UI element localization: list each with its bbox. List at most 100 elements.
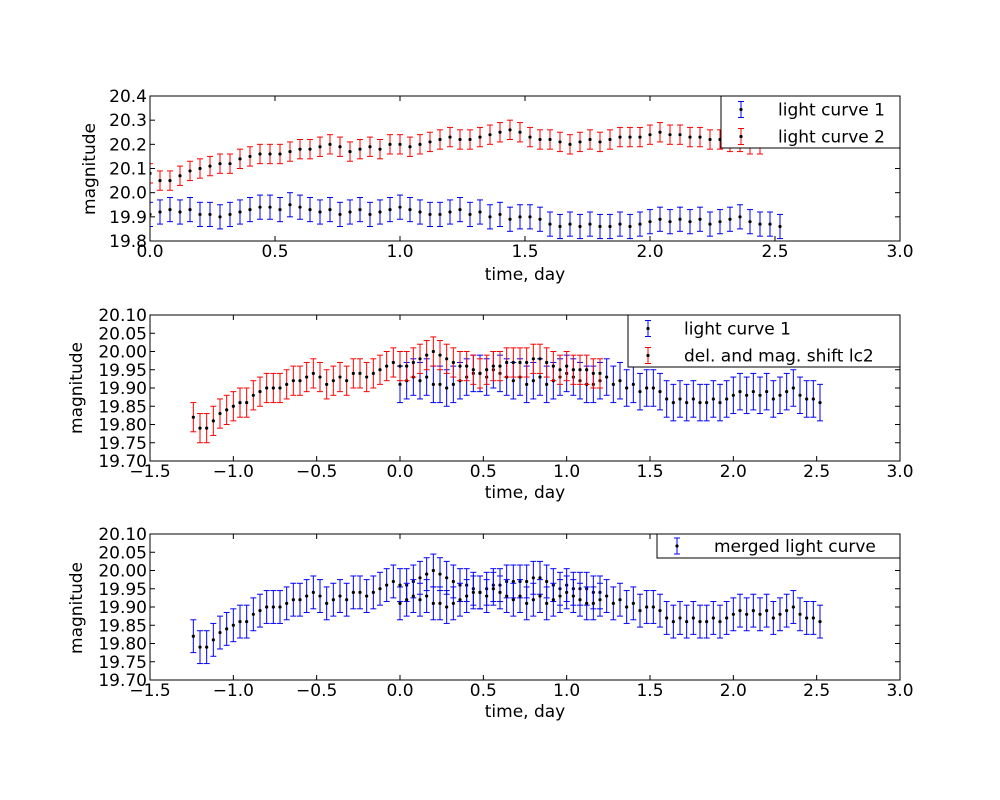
data-point — [631, 601, 635, 605]
data-point — [258, 390, 262, 394]
series-2 — [190, 336, 603, 444]
data-point — [291, 379, 295, 383]
data-point — [485, 594, 489, 598]
data-point — [625, 386, 629, 390]
data-point — [448, 135, 452, 139]
data-point — [518, 130, 522, 134]
data-point — [318, 145, 322, 149]
data-point — [231, 623, 235, 627]
data-point — [565, 364, 569, 368]
data-point — [725, 397, 729, 401]
data-point — [358, 590, 362, 595]
data-point — [498, 212, 502, 217]
y-tick-label: 19.90 — [98, 598, 147, 618]
x-tick-label: 0.0 — [386, 681, 413, 701]
data-point — [558, 368, 562, 372]
data-point — [718, 620, 722, 624]
data-point — [511, 598, 515, 602]
data-point — [645, 605, 649, 609]
data-point — [771, 616, 775, 620]
panel-shifted-light-curves: −1.5 −1.0 −0.5 0.0 0.5 1.0 1.5 2.0 2.5 3.019.7019… — [67, 306, 914, 503]
y-tick-label: 20.10 — [98, 306, 147, 326]
data-point — [468, 212, 472, 217]
data-point — [351, 590, 355, 595]
data-point — [771, 397, 775, 401]
data-point — [618, 222, 622, 226]
data-point — [208, 212, 212, 217]
data-point — [238, 157, 242, 161]
x-tick-label: −0.5 — [296, 462, 337, 482]
data-point — [525, 579, 529, 584]
data-point — [685, 620, 689, 624]
legend-marker-point — [675, 544, 679, 548]
data-point — [588, 222, 592, 226]
data-point — [658, 130, 662, 134]
data-point — [758, 393, 762, 397]
x-tick-label: 2.5 — [803, 681, 830, 701]
data-point — [418, 357, 422, 361]
data-point — [631, 382, 635, 386]
data-point — [245, 620, 249, 624]
data-point — [378, 147, 382, 151]
data-point — [398, 205, 402, 209]
data-point — [811, 397, 815, 401]
legend-label: del. and mag. shift lc2 — [684, 347, 874, 367]
data-point — [445, 576, 449, 580]
data-point — [705, 620, 709, 624]
data-point — [371, 590, 375, 595]
data-point — [608, 224, 612, 229]
data-point — [298, 379, 302, 383]
data-point — [298, 205, 302, 209]
data-point — [731, 612, 735, 616]
data-point — [308, 207, 312, 212]
data-point — [285, 601, 289, 605]
data-point — [791, 386, 795, 390]
data-point — [298, 147, 302, 151]
data-point — [511, 379, 515, 383]
data-point — [508, 128, 512, 132]
data-point — [458, 598, 462, 602]
data-point — [738, 609, 742, 613]
data-point — [465, 594, 469, 598]
x-axis-label: time, day — [485, 702, 565, 722]
data-point — [751, 609, 755, 613]
x-axis-label: time, day — [485, 483, 565, 503]
data-point — [671, 620, 675, 624]
data-point — [445, 386, 449, 390]
data-point — [508, 217, 512, 221]
data-point — [618, 598, 622, 602]
x-tick-label: 0.0 — [386, 462, 413, 482]
data-point — [525, 382, 529, 386]
data-point — [218, 215, 222, 219]
series-2 — [150, 119, 763, 191]
data-point — [478, 135, 482, 139]
x-tick-label: −1.5 — [129, 462, 170, 482]
data-point — [488, 133, 492, 137]
data-point — [758, 612, 762, 616]
x-tick-label: 2.0 — [636, 242, 663, 262]
data-point — [198, 426, 202, 430]
data-point — [258, 609, 262, 613]
data-point — [638, 222, 642, 226]
data-point — [425, 375, 429, 379]
data-point — [471, 590, 475, 595]
data-point — [525, 601, 529, 605]
data-point — [571, 368, 575, 372]
data-point — [451, 601, 455, 605]
data-point — [745, 612, 749, 616]
data-point — [725, 616, 729, 620]
data-point — [558, 594, 562, 598]
x-tick-label: 0.0 — [136, 242, 163, 262]
data-point — [328, 142, 332, 146]
legend-box — [656, 533, 901, 559]
data-point — [648, 133, 652, 137]
data-point — [778, 393, 782, 397]
data-point — [205, 645, 209, 649]
data-point — [708, 137, 712, 142]
data-point — [308, 147, 312, 151]
data-point — [628, 135, 632, 139]
data-point — [551, 364, 555, 368]
data-point — [578, 140, 582, 144]
data-point — [278, 207, 282, 212]
